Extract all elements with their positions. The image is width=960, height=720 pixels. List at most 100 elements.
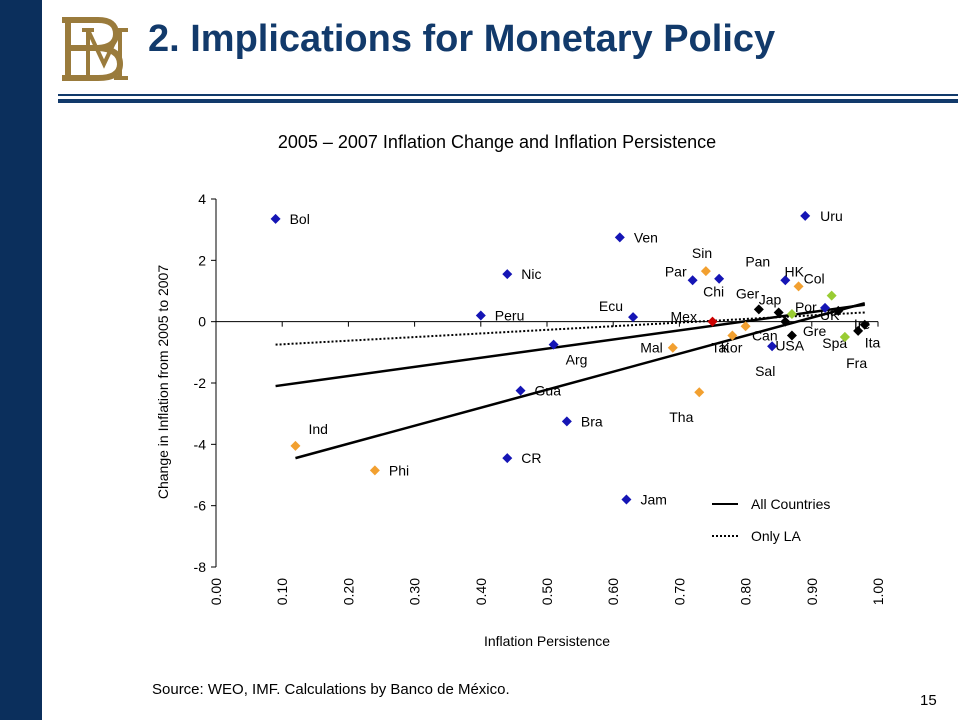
x-tick-label: 0.70 — [671, 578, 687, 605]
point-label-sal: Sal — [755, 363, 775, 379]
x-tick-label: 0.10 — [274, 578, 290, 605]
point-sin — [700, 266, 711, 277]
point-label-ger: Ger — [736, 285, 760, 301]
point-label-can: Can — [752, 327, 778, 343]
point-phi — [369, 465, 380, 476]
point-bol — [270, 213, 281, 224]
point-label-cr: CR — [521, 450, 541, 466]
point-label-jap: Jap — [759, 291, 782, 307]
point-arg — [548, 339, 559, 350]
legend: All Countries Only LA — [712, 496, 830, 544]
point-label-arg: Arg — [566, 352, 588, 368]
y-tick-label: -2 — [194, 375, 207, 391]
point-ven — [614, 232, 625, 243]
legend-only-la-label: Only LA — [751, 528, 801, 544]
x-tick-label: 0.50 — [539, 578, 555, 605]
y-tick-label: -4 — [194, 436, 207, 452]
point-usa — [780, 316, 791, 327]
point-label-gua: Gua — [535, 383, 562, 399]
chart-title: 2005 – 2007 Inflation Change and Inflati… — [278, 132, 716, 152]
y-tick-label: 2 — [198, 252, 206, 268]
point-label-phi: Phi — [389, 462, 409, 478]
y-tick-label: 4 — [198, 191, 206, 207]
source-note: Source: WEO, IMF. Calculations by Banco … — [152, 681, 510, 698]
x-tick-label: 0.20 — [340, 578, 356, 605]
point-label-spa: Spa — [822, 335, 847, 351]
point-chi — [714, 273, 725, 284]
point-spa — [833, 305, 844, 316]
x-tick-label: 0.60 — [605, 578, 621, 605]
x-tick-label: 0.80 — [738, 578, 754, 605]
trend-line-all-countries — [275, 303, 865, 388]
banco-de-mexico-logo — [62, 17, 128, 81]
point-label-jam: Jam — [640, 492, 666, 508]
point-label-fra: Fra — [846, 355, 867, 371]
page-number: 15 — [920, 692, 937, 709]
point-label-usa: USA — [775, 338, 804, 354]
point-label-ind: Ind — [308, 421, 327, 437]
point-kor — [740, 321, 751, 332]
point-jap — [773, 307, 784, 318]
point-label-kor: Kor — [721, 339, 743, 355]
point-nic — [502, 269, 513, 280]
x-tick-label: 0.40 — [473, 578, 489, 605]
point-label-par: Par — [665, 263, 687, 279]
point-uru — [800, 210, 811, 221]
point-label-uru: Uru — [820, 208, 843, 224]
point-uk — [820, 302, 831, 313]
x-tick-label: 0.00 — [208, 578, 224, 605]
point-tai — [727, 330, 738, 341]
y-axis-label: Change in Inflation from 2005 to 2007 — [155, 265, 171, 499]
x-tick-label: 0.90 — [804, 578, 820, 605]
point-jam — [621, 494, 632, 505]
sidebar-band — [0, 0, 42, 720]
point-fra — [853, 325, 864, 336]
y-tick-label: -8 — [194, 559, 207, 575]
point-label-bra: Bra — [581, 413, 603, 429]
point-par — [687, 275, 698, 286]
point-label-mal: Mal — [640, 340, 663, 356]
chart-axes: 4 2 0 -2 -4 -6 -80.00 0.10 0.20 0.30 0.40 0.50 0.60 0… — [194, 191, 886, 605]
point-hk — [793, 281, 804, 292]
point-label-tai: Tai — [711, 339, 729, 355]
point-pan — [780, 275, 791, 286]
point-bra — [561, 416, 572, 427]
point-label-ecu: Ecu — [599, 298, 623, 314]
point-label-nic: Nic — [521, 266, 541, 282]
y-tick-label: 0 — [198, 314, 206, 330]
point-gua — [515, 385, 526, 396]
point-sal — [767, 341, 778, 352]
point-label-tha: Tha — [669, 409, 693, 425]
point-can — [786, 330, 797, 341]
point-label-bol: Bol — [290, 211, 310, 227]
x-axis-label: Inflation Persistence — [484, 633, 610, 649]
point-label-ire: Ire — [854, 316, 871, 332]
point-por — [786, 309, 797, 319]
logo-m-mark — [82, 28, 128, 80]
point-label-gre: Gre — [803, 323, 827, 339]
point-label-hk: HK — [785, 263, 805, 279]
point-mex — [707, 316, 718, 327]
point-label-por: Por — [795, 299, 817, 315]
point-label-pan: Pan — [745, 253, 770, 269]
point-ita — [859, 319, 870, 330]
point-ger — [753, 304, 764, 315]
point-mal — [667, 342, 678, 353]
x-tick-label: 0.30 — [407, 578, 423, 605]
y-tick-label: -6 — [194, 498, 207, 514]
point-tha — [694, 387, 705, 398]
point-label-ita: Ita — [865, 335, 881, 351]
legend-all-countries-label: All Countries — [751, 496, 830, 512]
slide-title: 2. Implications for Monetary Policy — [148, 18, 776, 60]
point-label-col: Col — [804, 271, 825, 287]
point-label-chi: Chi — [703, 284, 724, 300]
point-label-ven: Ven — [634, 229, 658, 245]
point-label-mex: Mex — [671, 309, 697, 325]
point-label-peru: Peru — [495, 308, 525, 324]
x-tick-label: 1.00 — [870, 578, 886, 605]
trend-lines — [275, 302, 866, 460]
point-col — [826, 290, 837, 301]
point-ecu — [628, 312, 639, 323]
